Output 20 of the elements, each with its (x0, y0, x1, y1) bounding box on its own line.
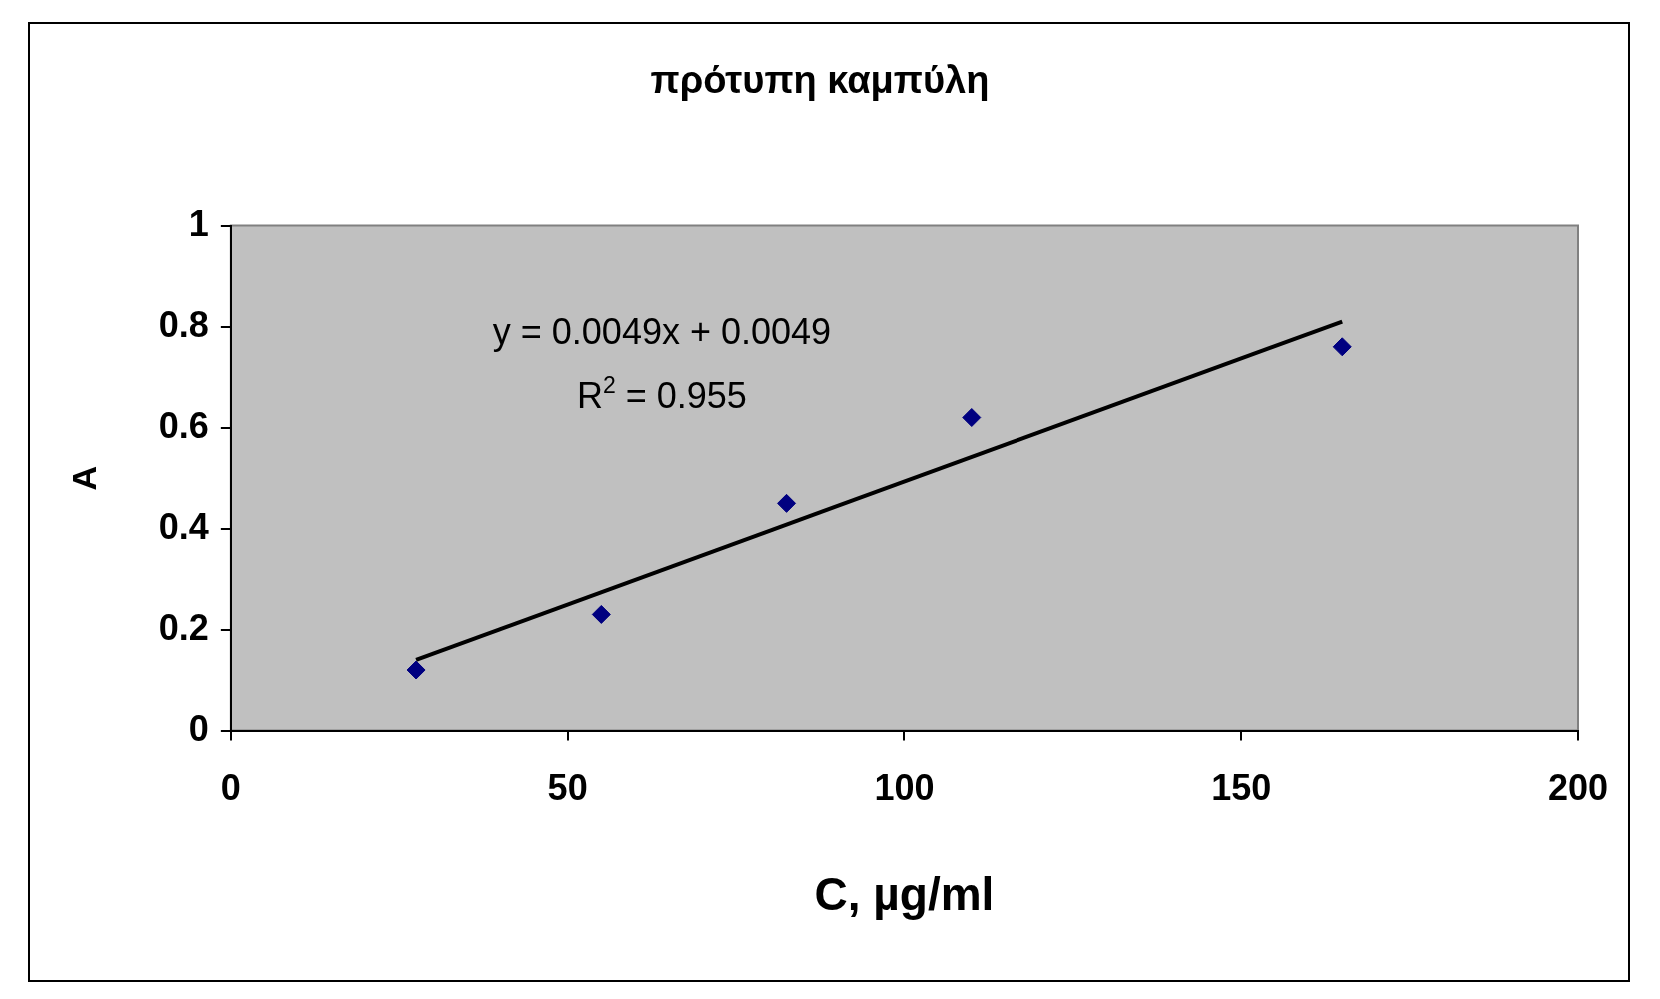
x-tick-label: 100 (874, 767, 935, 809)
y-tick-label: 0 (188, 707, 209, 749)
y-tick-label: 0.8 (158, 303, 209, 345)
point (962, 408, 982, 427)
x-axis-title: C, µg/ml (814, 868, 995, 921)
point (591, 604, 611, 624)
point (1332, 337, 1352, 357)
x-tick-label: 150 (1211, 767, 1272, 809)
y-tick-label: 1 (188, 202, 209, 244)
y-axis-title: A (64, 465, 103, 491)
point (777, 493, 797, 513)
y-tick-label: 0.6 (158, 404, 209, 446)
annotation: y = 0.0049x + 0.0049 (492, 310, 832, 352)
y-tick-label: 0.4 (158, 505, 209, 547)
x-tick-label: 200 (1547, 767, 1609, 809)
point (406, 660, 426, 680)
y-tick-label: 0.2 (158, 606, 209, 648)
chart-title: πρότυπη καμπύλη (650, 59, 990, 102)
x-tick-label: 50 (547, 767, 588, 809)
x-tick-label: 0 (220, 767, 241, 809)
